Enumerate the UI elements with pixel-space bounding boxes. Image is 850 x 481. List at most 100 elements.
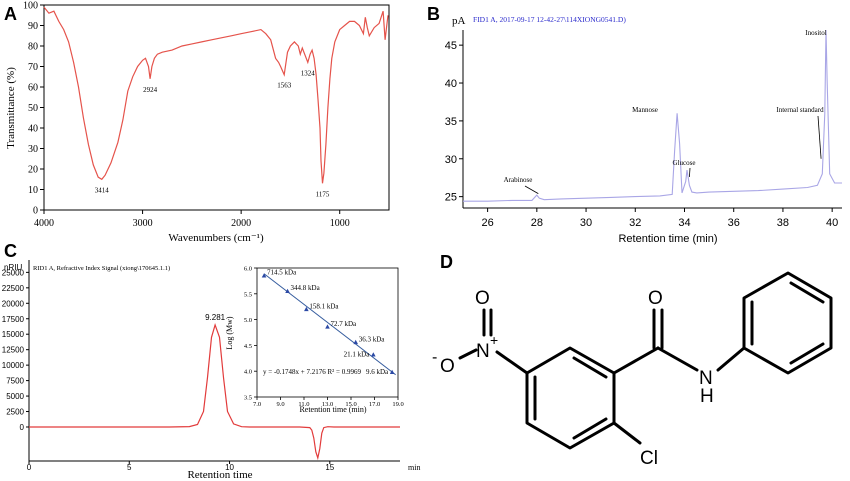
y-tick-label: 20 bbox=[28, 165, 38, 176]
inset-x-tick-label: 13.0 bbox=[322, 401, 333, 408]
panel-b-series-line bbox=[463, 29, 842, 202]
y-tick-label: 40 bbox=[445, 78, 457, 90]
peak-label-arrow bbox=[524, 185, 539, 194]
x-tick-label: 4000 bbox=[34, 218, 54, 229]
panel-d: D - O bbox=[432, 252, 833, 469]
y-tick-label: 0 bbox=[20, 423, 25, 432]
panel-c-xlabel: Retention time bbox=[187, 469, 252, 481]
inset-y-tick-label: 3.5 bbox=[244, 395, 252, 402]
y-tick-label: 30 bbox=[28, 144, 38, 155]
panel-b: B pA FID1 A, 2017-09-17 12-42-27\114XION… bbox=[427, 4, 842, 245]
atom-hydrogen-amide: H bbox=[700, 386, 714, 407]
inset-point-label: 9.6 kDa bbox=[366, 368, 389, 376]
x-tick-label: 3000 bbox=[133, 218, 153, 229]
inset-x-tick-label: 19.0 bbox=[392, 401, 403, 408]
y-tick-label: 35 bbox=[445, 116, 457, 128]
panel-a-xlabel: Wavenumbers (cm⁻¹) bbox=[168, 232, 264, 244]
ring-carbonyl-bond bbox=[612, 346, 660, 375]
x-tick-label: 26 bbox=[481, 217, 493, 229]
panel-c-xunit: min bbox=[408, 463, 420, 472]
panel-c-unit: nRIU bbox=[4, 263, 22, 272]
inset-point-label: 714.5 kDa bbox=[267, 269, 297, 277]
c-n-bond bbox=[495, 350, 529, 375]
atom-nitrogen-nitro: N bbox=[476, 341, 490, 362]
panel-a-ylabel: Transmittance (%) bbox=[5, 67, 17, 149]
panel-c-series-line bbox=[29, 322, 400, 461]
right-ring-double-bond-2 bbox=[789, 281, 825, 304]
inset-x-tick-label: 17.0 bbox=[369, 401, 380, 408]
atom-chlorine: Cl bbox=[640, 448, 658, 469]
n-o-single-bond bbox=[458, 348, 478, 360]
inset-x-tick-label: 11.0 bbox=[298, 401, 309, 408]
peak-label: Mannose bbox=[632, 106, 658, 114]
peak-label: 9.281 bbox=[205, 313, 226, 322]
x-tick-label: 0 bbox=[27, 463, 32, 472]
panel-c-y-ticks: 0 2500 5000 7500 10000 12500 15000 17500 20000 22… bbox=[2, 268, 29, 432]
n-phenyl-bond bbox=[716, 346, 746, 372]
peak-label-arrow bbox=[817, 115, 822, 159]
y-tick-label: 12500 bbox=[2, 346, 25, 355]
x-tick-label: 28 bbox=[531, 217, 543, 229]
y-tick-label: 25 bbox=[445, 192, 457, 204]
y-tick-label: 2500 bbox=[6, 408, 24, 417]
panel-b-xlabel: Retention time (min) bbox=[618, 233, 717, 245]
y-tick-label: 30 bbox=[445, 154, 457, 166]
y-tick-label: 80 bbox=[28, 42, 38, 53]
y-tick-label: 7500 bbox=[6, 377, 24, 386]
panel-a: A 0 10 20 30 40 50 60 70 80 90 100 4000 3000 2000 100… bbox=[4, 1, 390, 244]
atom-minus-charge: - bbox=[432, 349, 437, 366]
panel-c-title: RID1 A, Refractive Index Signal (xiong\1… bbox=[33, 265, 170, 272]
x-tick-label: 32 bbox=[629, 217, 641, 229]
inset-point bbox=[261, 273, 267, 278]
y-tick-label: 40 bbox=[28, 124, 38, 135]
c-n-amide-bond bbox=[656, 346, 699, 372]
left-ring-double-bond-1 bbox=[572, 356, 608, 379]
atom-oxygen-ester: O bbox=[440, 356, 455, 377]
inset-point bbox=[353, 339, 358, 345]
panel-b-x-ticks: 26 28 30 32 34 36 38 40 bbox=[481, 208, 838, 229]
peak-label-arrow bbox=[689, 167, 691, 177]
atom-plus-charge: + bbox=[490, 332, 498, 348]
peak-label: 2924 bbox=[143, 86, 158, 94]
inset-fit-line bbox=[263, 273, 396, 376]
y-tick-label: 10000 bbox=[2, 361, 25, 370]
panel-b-title: FID1 A, 2017-09-17 12-42-27\114XIONG0541… bbox=[473, 15, 626, 24]
panel-c-inset: 3.5 4.0 4.5 5.0 5.5 6.0 7.0 9.0 11.0 13.0 15.0 17.… bbox=[225, 266, 404, 415]
y-tick-label: 5000 bbox=[6, 392, 24, 401]
inset-point-label: 72.7 kDa bbox=[331, 320, 358, 328]
peak-label: Internal standard bbox=[776, 106, 824, 114]
atom-oxygen-nitro-top: O bbox=[475, 288, 490, 309]
y-tick-label: 70 bbox=[28, 62, 38, 73]
inset-ylabel: Log (Mw) bbox=[225, 316, 234, 349]
panel-b-unit: pA bbox=[452, 15, 466, 27]
inset-point bbox=[389, 369, 395, 375]
inset-y-tick-label: 5.5 bbox=[244, 291, 252, 298]
y-tick-label: 10 bbox=[28, 185, 38, 196]
peak-label: 1324 bbox=[301, 69, 316, 77]
y-tick-label: 15000 bbox=[2, 330, 25, 339]
left-benzene-ring bbox=[525, 346, 616, 450]
panel-d-letter: D bbox=[440, 252, 453, 272]
inset-y-tick-label: 5.0 bbox=[244, 317, 252, 324]
inset-point-label: 21.1 kDa bbox=[344, 351, 371, 359]
panel-a-peak-labels: 3414 2924 1563 1324 1175 bbox=[95, 69, 330, 198]
inset-point bbox=[285, 288, 290, 294]
inset-y-tick-label: 4.0 bbox=[244, 369, 252, 376]
y-tick-label: 20000 bbox=[2, 299, 25, 308]
peak-label: 1175 bbox=[316, 190, 330, 198]
panel-c-x-ticks: 0 5 10 15 bbox=[27, 461, 335, 472]
structure-atoms: - O O N + O N H Cl bbox=[432, 288, 714, 469]
inset-frame bbox=[256, 267, 399, 398]
x-tick-label: 15 bbox=[325, 463, 334, 472]
y-tick-label: 17500 bbox=[2, 315, 25, 324]
inset-point-label: 344.8 kDa bbox=[291, 284, 321, 292]
y-tick-label: 22500 bbox=[2, 284, 25, 293]
inset-xlabel: Retention time (min) bbox=[299, 405, 366, 414]
atom-nitrogen-amide: N bbox=[699, 368, 713, 389]
x-tick-label: 2000 bbox=[231, 218, 251, 229]
y-tick-label: 60 bbox=[28, 83, 38, 94]
panel-b-letter: B bbox=[427, 4, 440, 24]
right-benzene-ring bbox=[742, 271, 833, 375]
x-tick-label: 1000 bbox=[330, 218, 350, 229]
